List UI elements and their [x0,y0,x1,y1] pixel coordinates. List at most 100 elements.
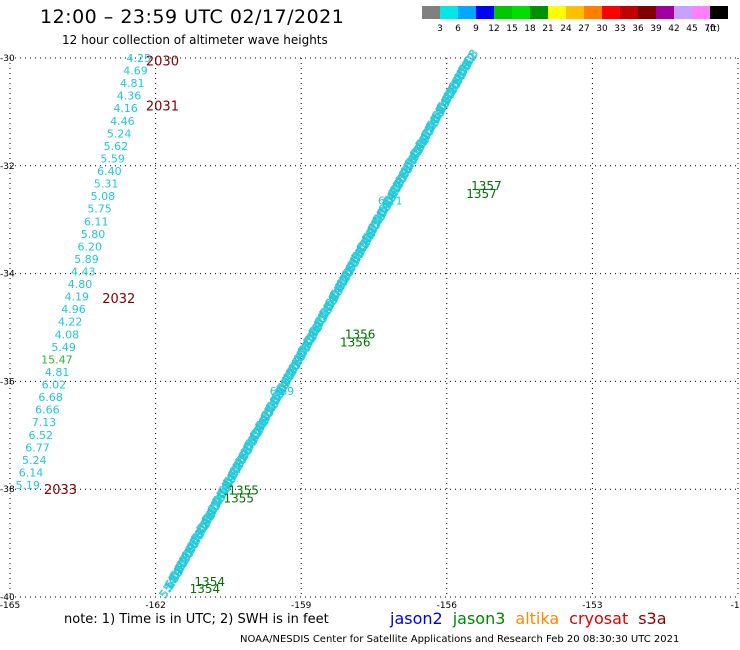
wave-height-value: 5.31 [94,178,119,191]
wave-height-value: 5.49 [51,341,76,354]
colorbar-swatch [656,6,674,19]
colorbar-swatch [548,6,566,19]
wave-height-value: 5.59 [100,152,125,165]
wave-height-value: 4.81 [45,366,70,379]
colorbar-tick-label: 45 [686,24,697,34]
wave-height-value: 4.19 [64,291,89,304]
satellite-label-jason2: jason2 [390,609,443,628]
wave-height-value: 6.77 [25,441,50,454]
colorbar-swatch [638,6,656,19]
wave-height-value: 6.68 [38,391,63,404]
wave-height-value: 5.19 [16,479,41,492]
map-subtitle: 12 hour collection of altimeter wave hei… [62,33,328,47]
colorbar-tick-label: 24 [560,24,572,34]
colorbar-tick-label: 12 [488,24,499,34]
colorbar-swatch [710,6,728,19]
colorbar-swatch [602,6,620,19]
colorbar-tick-label: 3 [437,24,443,34]
colorbar-unit: (ft) [706,24,720,34]
colorbar-swatch [476,6,494,19]
wave-height-value: 6.40 [97,165,122,178]
colorbar-tick-label: 42 [668,24,679,34]
wave-height-value: 4.25 [127,52,152,65]
track-value-label: 6.11 [378,195,403,208]
wave-height-value: 6.11 [84,215,109,228]
wave-height-value: 4.69 [123,65,148,78]
colorbar-swatch [494,6,512,19]
wave-height-value: 6.66 [35,404,60,417]
wave-height-value: 4.36 [117,90,142,103]
pass-time-label: 1355 [228,484,259,498]
wave-height-value: 7.13 [32,416,57,429]
colorbar-swatch [566,6,584,19]
wave-height-value: 5.75 [87,203,112,216]
satellite-label-cryosat: cryosat [569,609,629,628]
wave-height-value: 15.47 [41,353,73,366]
pass-time-label: 2031 [146,99,179,114]
wave-height-map: -165 -162 -159 -156 -153 -15 -30 -32 -34 -36 -38 -4… [0,47,740,610]
wave-height-value: 4.16 [113,102,138,115]
wave-height-value: 5.24 [107,127,132,140]
footer-credit: NOAA/NESDIS Center for Satellite Applica… [240,634,680,645]
pass-time-label: 2030 [146,55,179,70]
pass-time-label: 1354 [190,582,221,596]
lat-tick-label: -38 [0,485,15,495]
wave-height-value: 4.80 [68,278,93,291]
colorbar-tick-label: 27 [578,24,589,34]
colorbar-tick-label: 9 [473,24,479,34]
lon-tick-label: -15 [731,601,740,610]
colorbar-swatch [674,6,692,19]
satellite-label-jason3: jason3 [452,609,506,628]
wave-height-value: 6.02 [42,379,67,392]
colorbar-swatch [422,6,440,19]
colorbar-swatch [530,6,548,19]
wave-height-value: 5.08 [91,190,116,203]
colorbar-tick-label: 39 [650,24,662,34]
wave-height-value: 5.62 [104,140,129,153]
lat-tick-label: -32 [0,162,15,172]
pass-time-label: 1356 [340,335,371,349]
wave-height-value: 4.81 [120,77,145,90]
colorbar-tick-label: 21 [542,24,553,34]
wave-height-value: 4.46 [110,115,135,128]
colorbar-tick-label: 33 [614,24,625,34]
lon-tick-label: -165 [0,601,20,610]
colorbar-tick-label: 36 [632,24,644,34]
lon-tick-label: -162 [145,601,165,610]
footer-note: note: 1) Time is in UTC; 2) SWH is in fe… [64,612,329,627]
wave-height-value: 5.89 [74,253,99,266]
wave-height-value: 4.08 [55,328,80,341]
pass-time-label: 1355 [224,492,255,506]
lat-tick-label: -34 [0,270,15,280]
wave-height-value: 6.52 [29,429,54,442]
wave-height-value: 4.22 [58,316,83,329]
colorbar-swatch [692,6,710,19]
pass-time-label: 1357 [466,187,497,201]
pass-time-label: 2033 [44,483,77,498]
colorbar-swatch [458,6,476,19]
pass-time-label: 1356 [345,327,376,341]
pass-time-label: 1354 [194,575,225,589]
lat-tick-label: -30 [0,54,15,64]
pass-time-label: 2032 [102,292,135,307]
lon-tick-label: -159 [291,601,312,610]
wave-height-value: 5.24 [22,454,47,467]
colorbar-swatch [512,6,530,19]
colorbar-swatch [620,6,638,19]
satellite-label-s3a: s3a [638,609,667,628]
wave-height-value: 6.14 [19,466,44,479]
colorbar-tick-label: 30 [596,24,608,34]
colorbar-tick-label: 70 [704,24,716,34]
colorbar-swatch [584,6,602,19]
east-track: 5.15.84.96.05.54.75.36.25.04.85.15.84.96… [157,47,482,601]
wave-height-value: 6.20 [78,240,103,253]
colorbar-legend: 3 6 9 12 15 18 21 24 27 30 33 36 39 42 45 70(ft) [422,6,728,34]
wave-height-value: 5.80 [81,228,106,241]
track-value-label: 6.69 [270,385,295,398]
map-title: 12:00 – 23:59 UTC 02/17/2021 [40,6,345,28]
pass-time-label: 1357 [471,179,502,193]
colorbar-tick-label: 18 [524,24,536,34]
lat-tick-label: -36 [0,377,15,387]
wave-height-value: 4.43 [71,266,96,279]
lon-tick-label: -153 [582,601,602,610]
